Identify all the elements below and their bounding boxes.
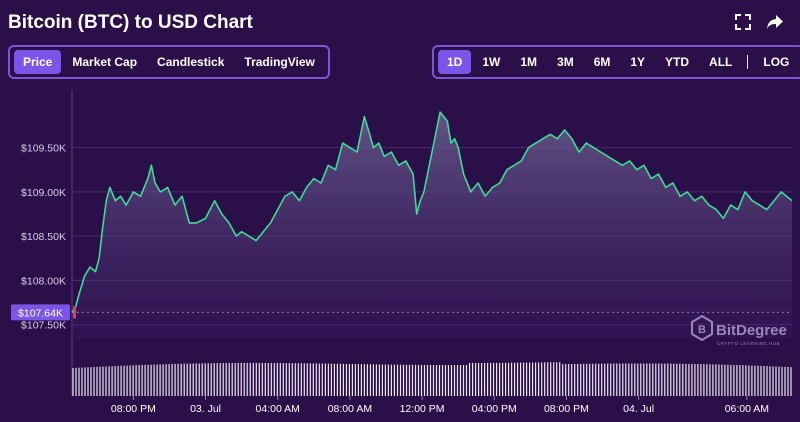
range-1m[interactable]: 1M xyxy=(520,55,538,69)
range-1y[interactable]: 1Y xyxy=(630,55,646,69)
view-tab-group: Price Market Cap Candlestick TradingView xyxy=(8,45,330,79)
x-tick-label: 12:00 PM xyxy=(400,403,445,415)
x-tick-label: 03. Jul xyxy=(190,403,221,415)
x-tick-label: 08:00 PM xyxy=(544,403,589,415)
tab-candlestick[interactable]: Candlestick xyxy=(157,55,225,69)
price-area-fill xyxy=(72,112,792,338)
tab-price[interactable]: Price xyxy=(14,50,62,74)
y-tick-label: $109.00K xyxy=(21,187,66,199)
tab-divider xyxy=(747,55,749,69)
current-price-badge xyxy=(11,304,70,321)
log-scale-toggle[interactable]: LOG xyxy=(763,55,790,69)
range-ytd[interactable]: YTD xyxy=(665,55,690,69)
volume-bars xyxy=(72,362,792,396)
range-3m[interactable]: 3M xyxy=(557,55,574,69)
bitdegree-watermark: B BitDegree CRYPTO LEARNING HUB xyxy=(691,314,787,346)
range-tab-group: 1D 1W 1M 3M 6M 1Y YTD ALL LOG xyxy=(432,45,800,79)
range-all[interactable]: ALL xyxy=(709,55,733,69)
tab-market-cap[interactable]: Market Cap xyxy=(72,55,138,69)
x-tick-label: 04:00 AM xyxy=(256,403,300,415)
current-price-marker xyxy=(73,306,76,319)
range-1d[interactable]: 1D xyxy=(438,50,472,74)
share-arrow-icon[interactable] xyxy=(765,12,785,32)
y-tick-label: $109.50K xyxy=(21,143,66,155)
y-tick-label: $108.50K xyxy=(21,231,66,243)
watermark-tagline: CRYPTO LEARNING HUB xyxy=(717,341,780,346)
x-tick-label: 04:00 PM xyxy=(472,403,517,415)
x-tick-label: 04. Jul xyxy=(623,403,654,415)
svg-text:B: B xyxy=(698,324,706,336)
y-tick-label: $107.50K xyxy=(21,320,66,332)
y-tick-label: $108.00K xyxy=(21,275,66,287)
watermark-name: BitDegree xyxy=(716,322,787,339)
fullscreen-icon[interactable] xyxy=(733,12,753,32)
price-line xyxy=(71,111,793,313)
range-6m[interactable]: 6M xyxy=(593,55,611,69)
x-tick-label: 06:00 AM xyxy=(725,403,769,415)
current-price-label: $107.64K xyxy=(18,307,63,319)
range-1w[interactable]: 1W xyxy=(482,55,501,69)
chart-title: Bitcoin (BTC) to USD Chart xyxy=(8,12,253,33)
tab-tradingview[interactable]: TradingView xyxy=(244,55,315,69)
x-tick-label: 08:00 AM xyxy=(328,403,372,415)
x-tick-label: 08:00 PM xyxy=(111,403,156,415)
